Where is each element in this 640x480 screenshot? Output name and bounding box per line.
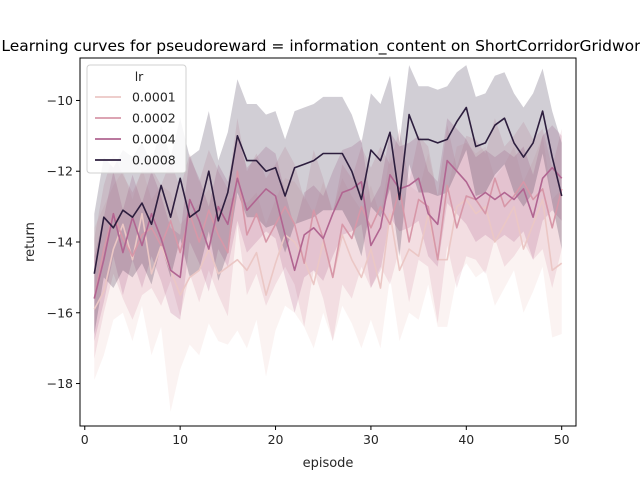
- series-line-3: [93, 106, 563, 274]
- x-tick-label: 10: [172, 432, 188, 447]
- y-tick-label: −18: [47, 376, 73, 391]
- x-tick-label: 40: [458, 432, 474, 447]
- x-tick-label: 20: [268, 432, 284, 447]
- y-tick-label: −14: [47, 235, 73, 250]
- y-tick-label: −16: [47, 305, 73, 320]
- x-tick-label: 0: [81, 432, 89, 447]
- legend-box: [86, 64, 187, 174]
- y-axis-label: return: [23, 222, 38, 262]
- legend-entry-1: 0.0002: [132, 111, 176, 126]
- x-axis-label: episode: [303, 456, 354, 471]
- legend-entry-3: 0.0008: [132, 153, 176, 168]
- legend-entry-0: 0.0001: [132, 90, 176, 105]
- legend-title: lr: [135, 69, 144, 84]
- x-tick-label: 50: [554, 432, 570, 447]
- legend: lr 0.0001 0.0002 0.0004 0.0008: [86, 64, 187, 174]
- y-axis-ticks: −18 −16 −14 −12 −10: [47, 93, 80, 391]
- series-lines: [93, 106, 563, 310]
- legend-entry-2: 0.0004: [132, 132, 176, 147]
- chart-title: Learning curves for pseudoreward = infor…: [1, 37, 640, 56]
- y-tick-label: −12: [47, 164, 73, 179]
- y-tick-label: −10: [47, 93, 73, 108]
- series-line-2: [93, 159, 563, 299]
- x-tick-label: 30: [363, 432, 379, 447]
- confidence-band-3: [94, 65, 562, 334]
- x-axis-ticks: 0 10 20 30 40 50: [81, 426, 570, 447]
- series-line-1: [93, 170, 563, 299]
